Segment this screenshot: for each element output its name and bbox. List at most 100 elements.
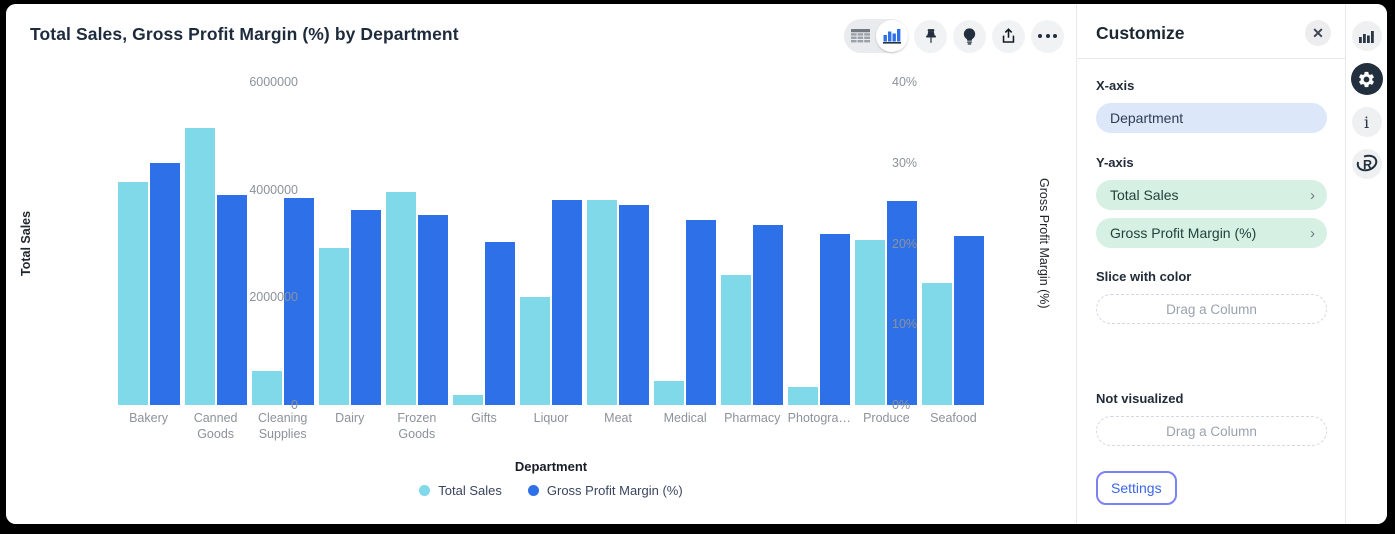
chart-card: Total Sales, Gross Profit Margin (%) by … xyxy=(6,4,1076,524)
margin-bar[interactable] xyxy=(552,199,582,405)
lightbulb-icon xyxy=(963,27,976,45)
y-axis-pill[interactable]: Total Sales › xyxy=(1096,180,1327,210)
sales-bar[interactable] xyxy=(788,387,819,405)
bar-group-cleaning-supplies xyxy=(249,82,316,405)
legend-dot xyxy=(527,485,539,496)
plot-area xyxy=(115,82,987,405)
x-tick-label: Produce xyxy=(863,411,910,425)
bar-group-photogra- xyxy=(786,82,853,405)
x-tick-label: Cleaning Supplies xyxy=(258,411,308,442)
x-axis-pill[interactable]: Department xyxy=(1096,103,1327,133)
sales-bar[interactable] xyxy=(251,371,282,405)
x-tick-label: Seafood xyxy=(930,411,977,425)
chart-title: Total Sales, Gross Profit Margin (%) by … xyxy=(30,24,459,44)
x-tick-label: Photogra… xyxy=(787,411,851,425)
left-axis-title: Total Sales xyxy=(19,210,33,277)
x-tick-label: Canned Goods xyxy=(193,411,238,442)
r-language-button[interactable]: R xyxy=(1351,149,1382,179)
more-options-icon xyxy=(1038,34,1057,38)
share-icon xyxy=(1002,28,1015,43)
gear-button[interactable] xyxy=(1350,63,1383,95)
x-tick-label: Pharmacy xyxy=(724,411,781,425)
right-axis-title: Gross Profit Margin (%) xyxy=(1037,178,1051,309)
chart-legend: Total Sales Gross Profit Margin (%) xyxy=(115,483,987,498)
x-tick-label: Dairy xyxy=(335,411,365,425)
sales-bar[interactable] xyxy=(184,127,215,405)
lightbulb-button[interactable] xyxy=(953,19,986,53)
right-axis-tick: 20% xyxy=(892,236,918,251)
x-axis-label: X-axis xyxy=(1096,78,1135,93)
more-options-button[interactable] xyxy=(1031,19,1064,53)
customize-panel: Customize ✕ X-axis Department Y-axis Tot… xyxy=(1076,4,1345,524)
right-axis-tick: 40% xyxy=(892,75,918,89)
y-axis-pill-label: Gross Profit Margin (%) xyxy=(1110,225,1257,241)
left-axis-tick: 0 xyxy=(291,398,298,412)
bar-group-pharmacy xyxy=(719,82,786,405)
margin-bar[interactable] xyxy=(686,220,717,405)
sales-bar[interactable] xyxy=(117,181,148,405)
info-icon: i xyxy=(1363,112,1370,132)
x-tick-label: Liquor xyxy=(533,411,569,425)
left-axis-tick: 2000000 xyxy=(249,290,298,305)
legend-item[interactable]: Total Sales xyxy=(419,483,502,498)
margin-bar[interactable] xyxy=(619,204,650,405)
margin-bar[interactable] xyxy=(820,233,851,405)
pin-button[interactable] xyxy=(914,19,947,53)
sales-bar[interactable] xyxy=(855,239,886,405)
gear-icon xyxy=(1359,71,1374,87)
margin-bar[interactable] xyxy=(753,224,784,405)
panel-title: Customize xyxy=(1096,22,1185,43)
panel-header: Customize ✕ xyxy=(1077,4,1345,58)
view-toggle[interactable] xyxy=(844,19,908,53)
pin-icon xyxy=(925,28,936,43)
chart-view-toggle[interactable] xyxy=(875,19,908,53)
margin-bar[interactable] xyxy=(954,236,985,405)
app-window: Total Sales, Gross Profit Margin (%) by … xyxy=(6,4,1387,524)
sales-bar[interactable] xyxy=(318,247,349,405)
sales-bar[interactable] xyxy=(721,275,752,405)
sales-bar[interactable] xyxy=(587,199,618,405)
x-tick-label: Frozen Goods xyxy=(397,411,437,442)
chevron-right-icon: › xyxy=(1310,186,1315,204)
sales-bar[interactable] xyxy=(520,297,550,405)
bar-group-canned-goods xyxy=(182,82,249,405)
margin-bar[interactable] xyxy=(484,241,515,405)
x-axis-title: Department xyxy=(514,459,588,474)
x-tick-label: Gifts xyxy=(471,411,497,425)
left-axis-tick: 4000000 xyxy=(249,182,298,197)
margin-bar[interactable] xyxy=(417,215,448,405)
close-icon[interactable]: ✕ xyxy=(1305,20,1331,46)
slice-with-color-label: Slice with color xyxy=(1096,269,1192,284)
bar-group-frozen-goods xyxy=(383,82,450,405)
bar-group-bakery xyxy=(115,82,182,405)
info-button[interactable]: i xyxy=(1351,107,1382,137)
chart-view-icon xyxy=(875,20,908,52)
bar-chart-icon xyxy=(1359,31,1374,43)
x-tick-label: Medical xyxy=(663,411,707,425)
x-tick-label: Meat xyxy=(604,411,632,425)
r-language-icon: R xyxy=(1355,154,1379,174)
y-axis-pill[interactable]: Gross Profit Margin (%) › xyxy=(1096,218,1327,248)
legend-item[interactable]: Gross Profit Margin (%) xyxy=(527,483,683,498)
settings-button[interactable]: Settings xyxy=(1096,471,1177,505)
sales-bar[interactable] xyxy=(385,191,416,405)
chevron-right-icon: › xyxy=(1310,224,1315,242)
sales-bar[interactable] xyxy=(922,282,953,405)
bar-group-meat xyxy=(585,82,652,405)
not-visualized-dropzone[interactable]: Drag a Column xyxy=(1096,416,1327,446)
margin-bar[interactable] xyxy=(887,200,918,405)
legend-label: Gross Profit Margin (%) xyxy=(546,483,683,498)
sales-bar[interactable] xyxy=(452,394,483,405)
right-axis-tick: 0% xyxy=(892,398,911,412)
margin-bar[interactable] xyxy=(149,162,180,405)
margin-bar[interactable] xyxy=(350,209,381,405)
share-button[interactable] xyxy=(992,19,1025,53)
slice-dropzone[interactable]: Drag a Column xyxy=(1096,294,1327,324)
bar-chart-button[interactable] xyxy=(1351,21,1382,51)
margin-bar[interactable] xyxy=(283,197,314,405)
bar-group-gifts xyxy=(450,82,517,405)
table-view-icon[interactable] xyxy=(844,19,876,53)
right-axis-tick: 10% xyxy=(892,317,918,332)
sales-bar[interactable] xyxy=(654,380,685,405)
margin-bar[interactable] xyxy=(216,195,247,405)
